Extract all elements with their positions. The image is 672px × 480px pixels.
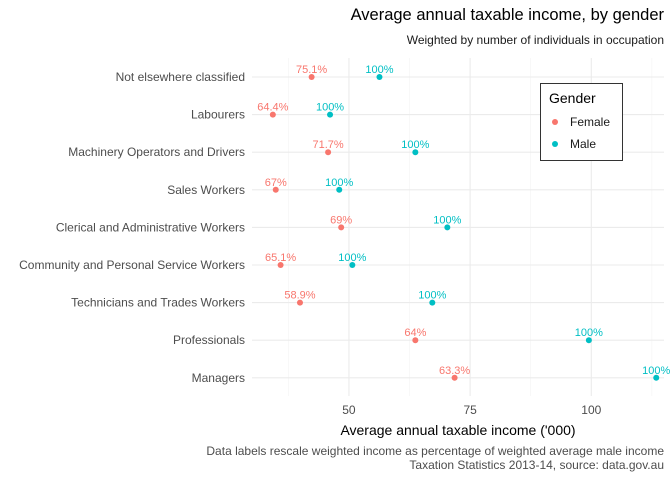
male-data-label: 100% — [433, 214, 461, 226]
male-point — [444, 224, 451, 231]
y-tick-label: Labourers — [191, 108, 245, 122]
legend-male-dot — [552, 141, 558, 147]
male-data-label: 100% — [338, 252, 366, 264]
y-tick-label: Technicians and Trades Workers — [71, 296, 245, 310]
x-tick-label: 100 — [581, 403, 601, 417]
chart-title: Average annual taxable income, by gender — [350, 6, 664, 24]
male-point — [327, 111, 334, 118]
female-point — [308, 74, 315, 80]
legend: Gender Female Male — [540, 83, 623, 161]
legend-label-male: Male — [570, 137, 597, 151]
caption-line-2: Taxation Statistics 2013-14, source: dat… — [409, 458, 664, 472]
male-point — [429, 299, 436, 306]
female-point — [277, 262, 284, 268]
male-point — [349, 262, 356, 268]
female-data-label: 65.1% — [265, 252, 296, 264]
male-data-label: 100% — [401, 139, 429, 151]
female-point — [296, 299, 303, 306]
caption: Data labels rescale weighted income as p… — [206, 444, 664, 472]
female-data-label: 58.9% — [284, 290, 315, 302]
female-data-label: 64.4% — [257, 102, 288, 114]
male-data-label: 100% — [418, 290, 446, 302]
male-point — [653, 374, 660, 381]
female-point — [338, 224, 345, 231]
legend-item-female: Female — [549, 114, 610, 130]
y-tick-label: Machinery Operators and Drivers — [68, 145, 245, 159]
male-point — [376, 74, 383, 80]
chart-subtitle: Weighted by number of individuals in occ… — [406, 33, 664, 47]
male-data-label: 100% — [575, 327, 603, 339]
female-point — [451, 374, 458, 381]
male-data-label: 100% — [642, 365, 670, 377]
male-point — [336, 186, 343, 193]
female-data-label: 63.3% — [439, 365, 470, 377]
y-tick-label: Sales Workers — [167, 183, 245, 197]
legend-female-dot — [552, 119, 558, 125]
legend-label-female: Female — [570, 115, 611, 129]
y-tick-label: Not elsewhere classified — [116, 70, 245, 84]
female-data-label: 75.1% — [296, 64, 327, 76]
legend-item-male: Male — [549, 136, 596, 152]
y-tick-label: Professionals — [173, 333, 245, 347]
caption-line-1: Data labels rescale weighted income as p… — [206, 444, 664, 458]
female-data-label: 67% — [265, 177, 287, 189]
female-data-label: 64% — [404, 327, 426, 339]
x-tick-label: 50 — [342, 403, 356, 417]
x-tick-label: 75 — [463, 403, 477, 417]
female-point — [269, 111, 276, 118]
male-data-label: 100% — [365, 64, 393, 76]
female-data-label: 71.7% — [312, 139, 343, 151]
female-data-label: 69% — [330, 214, 352, 226]
y-tick-label: Managers — [192, 371, 245, 385]
male-point — [585, 337, 592, 344]
male-data-label: 100% — [316, 102, 344, 114]
male-data-label: 100% — [325, 177, 353, 189]
y-tick-label: Clerical and Administrative Workers — [56, 220, 245, 234]
x-axis-label: Average annual taxable income ('000) — [340, 422, 576, 438]
female-point — [325, 149, 332, 156]
female-point — [412, 337, 419, 344]
female-point — [272, 186, 279, 193]
y-tick-label: Community and Personal Service Workers — [19, 258, 245, 272]
legend-title: Gender — [549, 90, 596, 106]
male-point — [412, 149, 419, 156]
